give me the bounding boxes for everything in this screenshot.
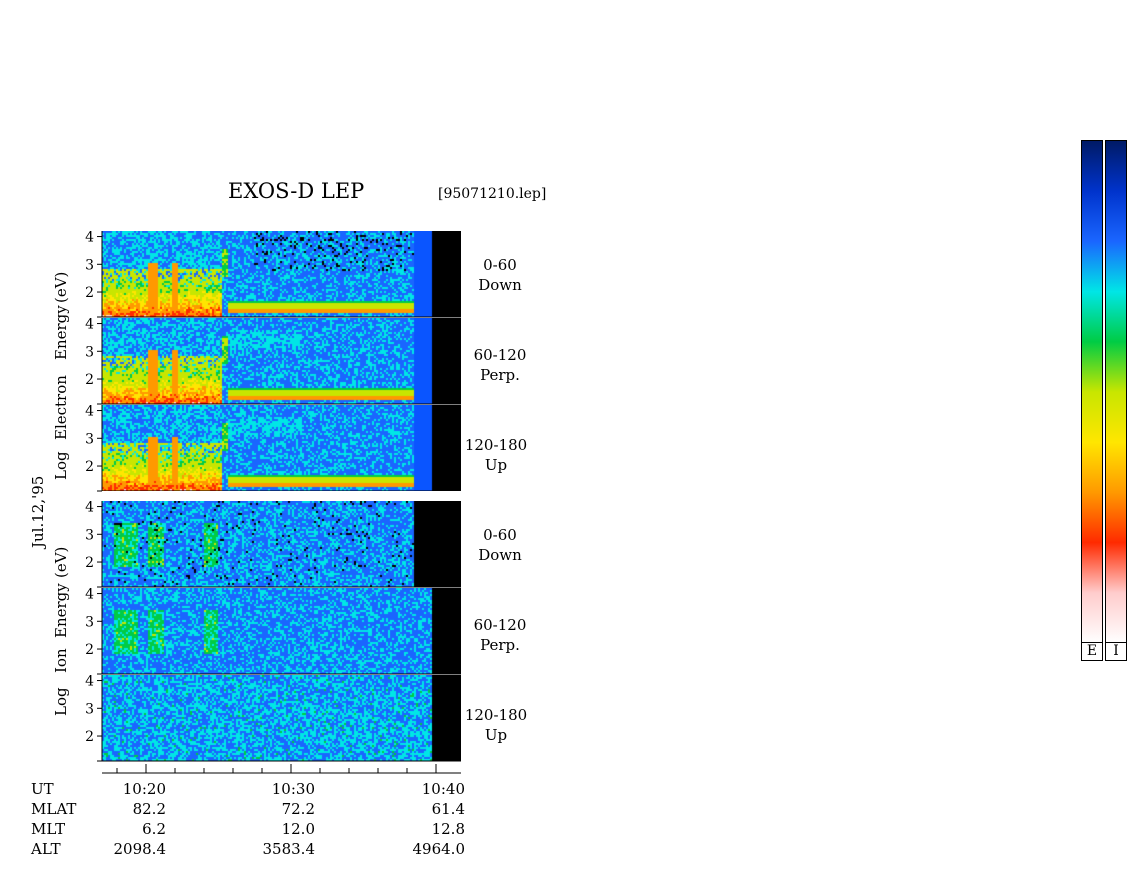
colorbar-label-i: I — [1105, 642, 1127, 661]
electron-ylabel-word-4: (eV) — [52, 271, 70, 303]
y-tick-label: 2 — [85, 729, 94, 745]
panel-label-line2: Down — [478, 276, 522, 294]
row-label-alt: ALT — [31, 840, 61, 858]
mlt-value: 12.8 — [431, 820, 465, 838]
y-tick-label: 2 — [85, 642, 94, 658]
y-tick-label: 2 — [85, 285, 94, 301]
panel-label-line1: 120-180 — [464, 436, 528, 454]
y-tick-label: 3 — [85, 527, 94, 543]
row-label-mlat: MLAT — [31, 800, 77, 818]
panel-label-i-up: 120-180 Up — [456, 705, 536, 745]
alt-value: 4964.0 — [412, 840, 466, 858]
y-tick-label: 3 — [85, 344, 94, 360]
panel-label-line2: Up — [484, 456, 508, 474]
panel-label-e-up: 120-180 Up — [456, 435, 536, 475]
y-tick-label: 4 — [85, 317, 94, 333]
panel-label-e-perp: 60-120 Perp. — [460, 345, 540, 385]
ut-value: 10:30 — [271, 780, 315, 798]
y-tick-label: 4 — [85, 404, 94, 420]
y-tick-label: 4 — [85, 230, 94, 246]
ion-ylabel-word-3: Energy — [52, 583, 70, 638]
electron-panel-perp — [102, 318, 461, 404]
panel-label-i-down: 0-60 Down — [460, 525, 540, 565]
ion-ylabel-word-2: Ion — [52, 648, 70, 673]
mlat-value: 72.2 — [281, 800, 315, 818]
ion-ylabel-word-4: (eV) — [52, 546, 70, 578]
y-tick-label: 3 — [85, 431, 94, 447]
electron-ylabel-word-3: Energy — [52, 305, 70, 360]
mlat-value: 82.2 — [132, 800, 166, 818]
y-tick-label: 3 — [85, 614, 94, 630]
y-tick-label: 4 — [85, 587, 94, 603]
panel-label-line2: Perp. — [480, 366, 520, 384]
alt-value: 2098.4 — [113, 840, 167, 858]
y-tick-label: 3 — [85, 701, 94, 717]
panel-label-e-down: 0-60 Down — [460, 255, 540, 295]
mlat-value: 61.4 — [431, 800, 465, 818]
figure-title: EXOS-D LEP — [228, 179, 365, 203]
electron-ylabel-word-2: Electron — [52, 375, 70, 440]
panel-label-line1: 0-60 — [483, 526, 517, 544]
row-label-mlt: MLT — [31, 820, 66, 838]
y-tick-label: 3 — [85, 257, 94, 273]
colorbar-electron — [1081, 140, 1103, 644]
electron-ylabel-word-1: Log — [52, 451, 70, 480]
ut-value: 10:20 — [122, 780, 166, 798]
colorbar-label-e: E — [1081, 642, 1103, 661]
panel-label-line1: 60-120 — [473, 346, 527, 364]
y-tick-label: 4 — [85, 674, 94, 690]
electron-panel-down — [102, 231, 461, 317]
row-label-ut: UT — [31, 780, 54, 798]
panel-label-line2: Up — [484, 726, 508, 744]
y-tick-label: 4 — [85, 500, 94, 516]
y-tick-label: 2 — [85, 555, 94, 571]
ion-panel-perp — [102, 588, 461, 674]
ion-panel-up — [102, 675, 461, 761]
mlt-value: 6.2 — [142, 820, 166, 838]
mlt-value: 12.0 — [281, 820, 315, 838]
panel-label-line1: 120-180 — [464, 706, 528, 724]
ion-panel-down — [102, 501, 461, 587]
ion-ylabel-word-1: Log — [52, 687, 70, 716]
panel-label-line1: 0-60 — [483, 256, 517, 274]
group-gap — [102, 491, 461, 501]
colorbar-ion — [1105, 140, 1127, 644]
y-tick-label: 2 — [85, 459, 94, 475]
alt-value: 3583.4 — [262, 840, 316, 858]
panel-label-i-perp: 60-120 Perp. — [460, 615, 540, 655]
electron-panel-up — [102, 405, 461, 491]
file-label: [95071210.lep] — [438, 186, 547, 202]
date-label: Jul.12,'95 — [29, 475, 47, 548]
panel-label-line1: 60-120 — [473, 616, 527, 634]
ut-value: 10:40 — [421, 780, 465, 798]
panel-label-line2: Down — [478, 546, 522, 564]
y-tick-label: 2 — [85, 372, 94, 388]
panel-label-line2: Perp. — [480, 636, 520, 654]
